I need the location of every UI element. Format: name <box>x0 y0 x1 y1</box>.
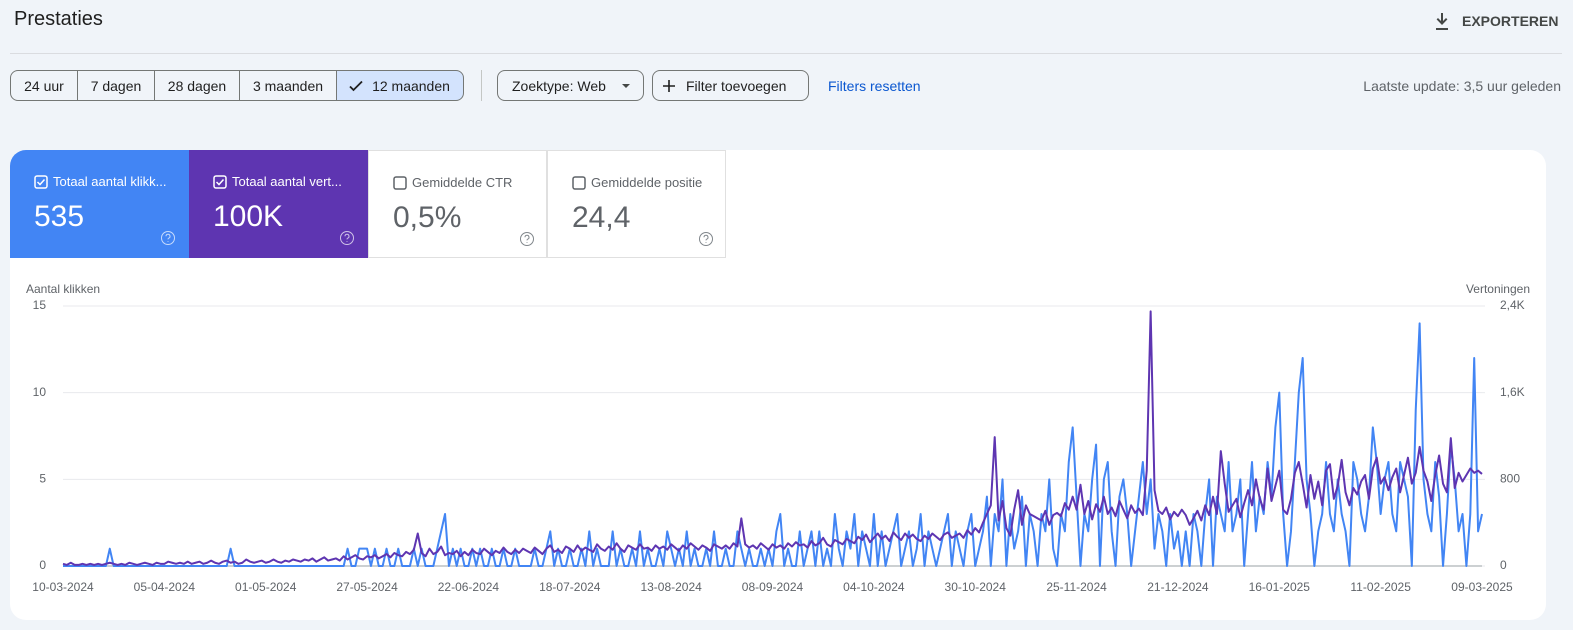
checkbox[interactable] <box>393 176 407 190</box>
metric-label: Gemiddelde positie <box>591 175 703 190</box>
y-tick-label: 5 <box>39 472 46 486</box>
add-filter-button[interactable]: Filter toevoegen <box>652 70 809 101</box>
dropdown-label: Zoektype: Web <box>512 77 606 94</box>
add-filter-label: Filter toevoegen <box>686 77 787 94</box>
checkbox[interactable] <box>34 175 48 189</box>
help-icon[interactable] <box>339 230 355 246</box>
x-tick-label: 09-03-2025 <box>1451 580 1513 594</box>
metric-label: Gemiddelde CTR <box>412 175 513 190</box>
x-tick-label: 27-05-2024 <box>336 580 398 594</box>
last-update: Laatste update: 3,5 uur geleden <box>1363 78 1561 94</box>
y2-tick-label: 0 <box>1500 558 1507 572</box>
x-tick-label: 22-06-2024 <box>438 580 500 594</box>
y2-tick-label: 1,6K <box>1500 385 1525 399</box>
y2-tick-label: 2,4K <box>1500 298 1525 312</box>
y-axis-title: Aantal klikken <box>26 282 100 296</box>
metric-card[interactable]: Totaal aantal klikk... 535 <box>10 150 189 258</box>
x-tick-label: 01-05-2024 <box>235 580 297 594</box>
y-tick-label: 0 <box>39 558 46 572</box>
x-tick-label: 10-03-2024 <box>32 580 94 594</box>
x-tick-label: 05-04-2024 <box>134 580 196 594</box>
x-tick-label: 13-08-2024 <box>640 580 702 594</box>
metric-value: 535 <box>34 200 85 233</box>
x-tick-label: 04-10-2024 <box>843 580 905 594</box>
y-tick-label: 10 <box>33 385 47 399</box>
plus-icon <box>663 80 675 92</box>
y-tick-label: 15 <box>33 298 47 312</box>
x-tick-label: 21-12-2024 <box>1147 580 1209 594</box>
download-icon[interactable] <box>1432 11 1452 31</box>
x-tick-label: 08-09-2024 <box>742 580 804 594</box>
separator <box>481 70 482 101</box>
export-button[interactable]: EXPORTEREN <box>1462 13 1559 29</box>
x-tick-label: 25-11-2024 <box>1046 580 1107 594</box>
metric-value: 100K <box>213 200 284 233</box>
metric-card[interactable]: Totaal aantal vert... 100K <box>189 150 368 258</box>
y2-axis-title: Vertoningen <box>1466 282 1530 296</box>
x-tick-label: 16-01-2025 <box>1249 580 1311 594</box>
help-icon[interactable] <box>519 231 535 247</box>
checkbox[interactable] <box>572 176 586 190</box>
search-type-dropdown[interactable]: Zoektype: Web <box>497 70 644 101</box>
metric-card[interactable]: Gemiddelde CTR 0,5% <box>368 150 547 258</box>
checkbox[interactable] <box>213 175 227 189</box>
series-line <box>62 310 1483 566</box>
y2-tick-label: 800 <box>1500 472 1520 486</box>
help-icon[interactable] <box>698 231 714 247</box>
metric-label: Totaal aantal vert... <box>232 174 342 189</box>
metric-value: 0,5% <box>393 201 462 234</box>
reset-filters-link[interactable]: Filters resetten <box>828 78 921 94</box>
x-tick-label: 18-07-2024 <box>539 580 601 594</box>
metric-card[interactable]: Gemiddelde positie 24,4 <box>547 150 726 258</box>
range-label: 12 maanden <box>372 77 450 94</box>
help-icon[interactable] <box>160 230 176 246</box>
x-tick-label: 11-02-2025 <box>1350 580 1411 594</box>
divider <box>10 53 1562 54</box>
dropdown-arrow <box>622 84 630 88</box>
metric-value: 24,4 <box>572 201 631 234</box>
x-tick-label: 30-10-2024 <box>945 580 1007 594</box>
series-line <box>63 322 1483 567</box>
page-title: Prestaties <box>14 8 103 30</box>
metric-label: Totaal aantal klikk... <box>53 174 167 189</box>
check-icon <box>349 80 363 92</box>
